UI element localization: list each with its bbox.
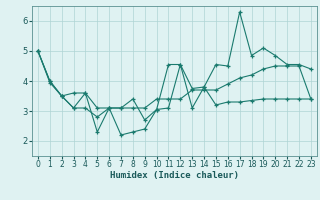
X-axis label: Humidex (Indice chaleur): Humidex (Indice chaleur) xyxy=(110,171,239,180)
